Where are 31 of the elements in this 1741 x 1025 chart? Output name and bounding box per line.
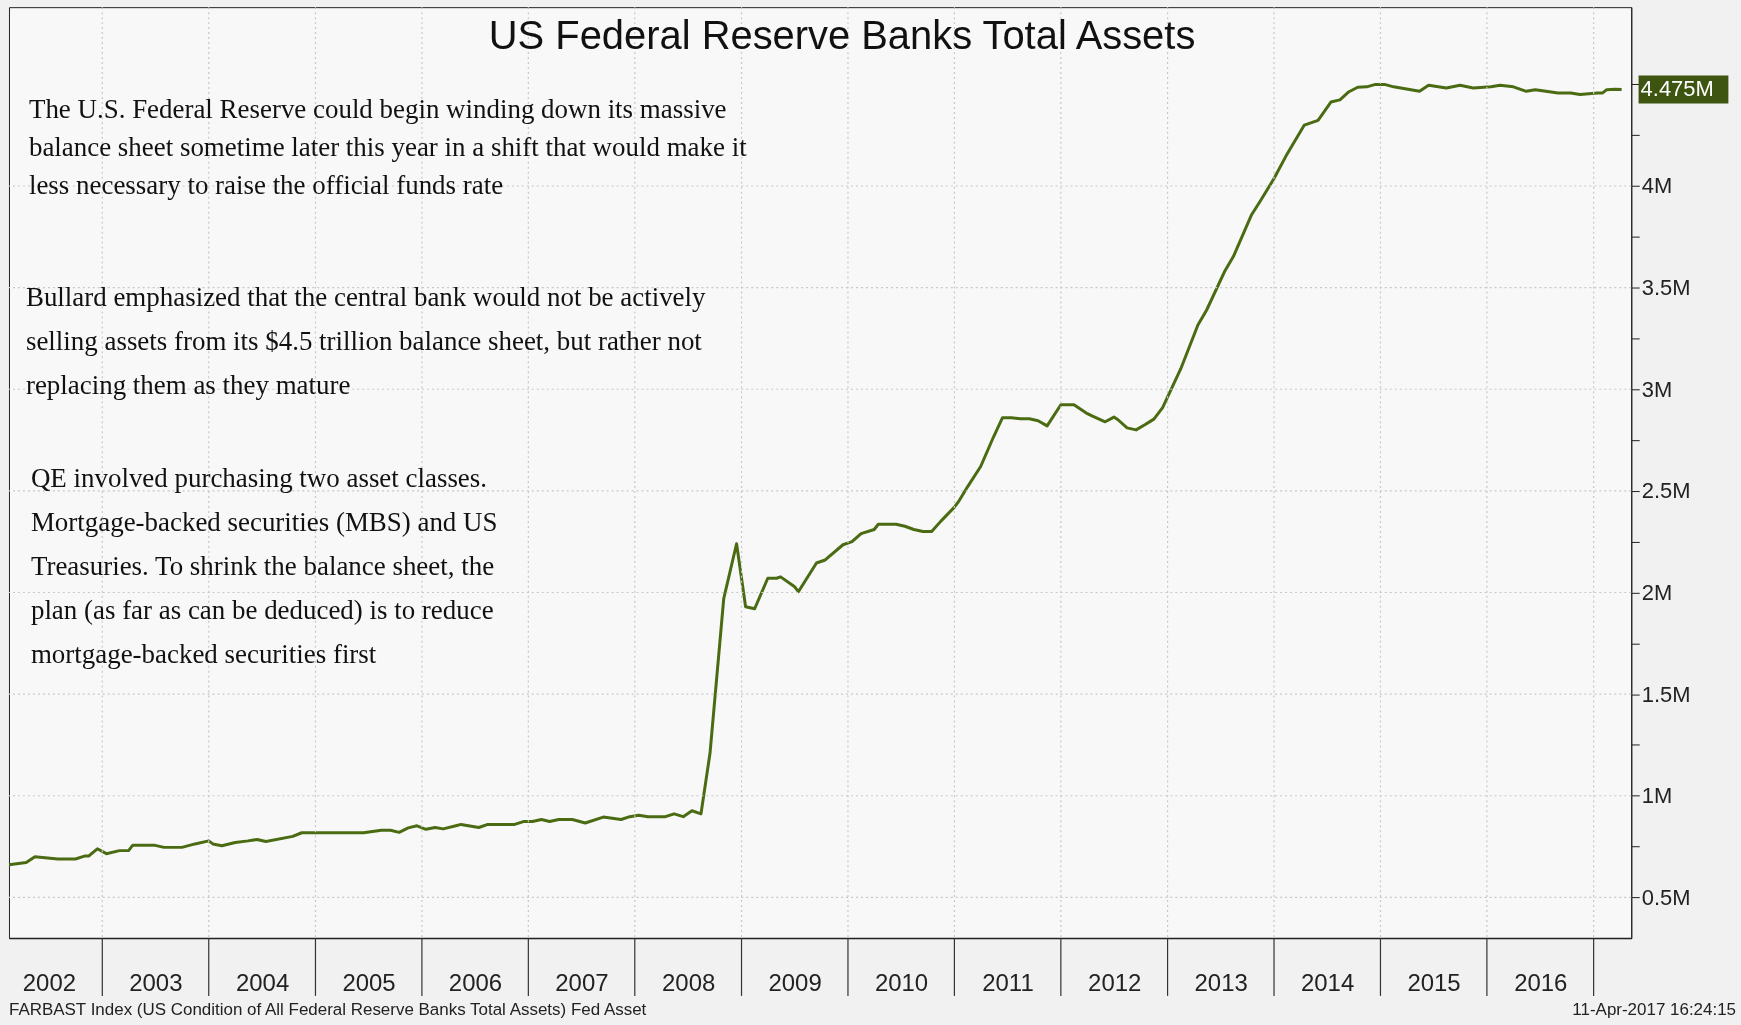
annotation: 4.475M [1640,76,1714,102]
x-tick-label: 2011 [982,969,1034,997]
y-tick-label: 2.5M [1641,478,1691,504]
y-tick-label: 1.5M [1641,681,1691,707]
x-tick-label: 2004 [235,969,290,997]
line-series [8,82,1624,867]
x-tick-label: 2007 [555,969,609,997]
text: FARBAST Index (US Condition of All Federal Reserve Banks Total Assets) Fed Asset [8,1000,647,1020]
y-tick-label: 3M [1641,376,1673,402]
y-tick-label: 1M [1641,783,1673,809]
x-tick-label: 2009 [768,969,822,997]
annotation: QE involved purchasing two asset classes. Mortgage-backed securities (MBS) and US Treasuries. To shrink the balance sheet, the plan (as far as can be deduced) is to reduce mortgage-backed securities first [30,463,498,670]
x-tick-label: 2006 [448,969,503,997]
x-tick-label: 2014 [1300,969,1355,997]
x-tick-label: 2012 [1088,969,1142,997]
annotation: The U.S. Federal Reserve could begin winding down its massive balance sheet sometime later this year in a shift that would make it less necessary to raise the official funds rate [28,94,748,201]
y-tick-label: 3.5M [1641,275,1691,301]
annotation: Bullard emphasized that the central bank would not be actively selling assets from its $4.5 trillion balance sheet, but rather not replacing them as they mature [25,281,707,400]
x-tick-label: 2002 [22,969,77,997]
x-tick-label: 2003 [129,969,183,997]
x-tick-label: 2016 [1514,969,1568,997]
text: 11-Apr-2017 16:24:15 [1572,1000,1737,1020]
y-tick-label: 2M [1641,579,1673,605]
chart-title: US Federal Reserve Banks Total Assets [488,13,1196,58]
x-tick-label: 2010 [874,969,929,997]
x-tick-label: 2015 [1407,969,1461,997]
x-tick-label: 2008 [662,969,716,997]
x-tick-label: 2005 [342,969,396,997]
y-tick-label: 0.5M [1641,884,1691,910]
x-tick-label: 2013 [1194,969,1248,997]
y-tick-label: 4M [1641,173,1673,199]
